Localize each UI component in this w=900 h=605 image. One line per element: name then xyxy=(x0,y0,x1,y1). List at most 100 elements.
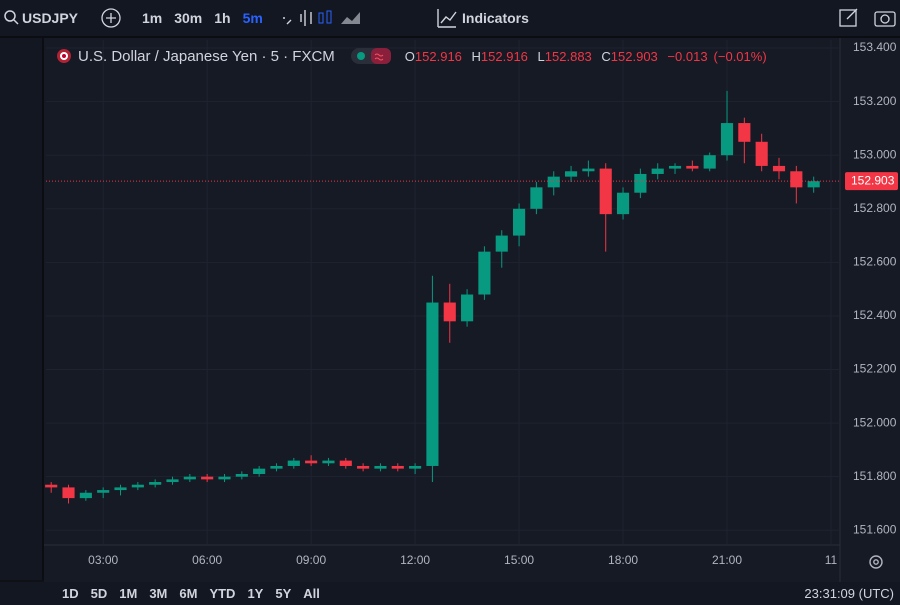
y-tick-label: 152.000 xyxy=(853,415,897,429)
high-label: H xyxy=(471,48,481,64)
range-button[interactable]: 1D xyxy=(62,586,79,601)
close-label: C xyxy=(601,48,611,64)
candle-body xyxy=(686,165,699,169)
last-price-box xyxy=(845,172,898,191)
range-button[interactable]: 1M xyxy=(119,586,138,601)
candle-body xyxy=(166,479,179,483)
y-tick-label: 153.200 xyxy=(853,94,897,108)
x-tick-label: 06:00 xyxy=(192,553,222,567)
candle-body xyxy=(409,465,422,469)
legend: U.S. Dollar / Japanese Yen · 5 · FXCM O1… xyxy=(56,47,773,65)
candle-body xyxy=(62,487,75,499)
indicators-button[interactable]: Indicators xyxy=(462,10,529,26)
y-tick-label: 153.400 xyxy=(853,40,897,54)
add-symbol[interactable] xyxy=(100,7,122,29)
top-toolbar: USDJPY 1m 30m 1h 5m Indicators xyxy=(0,0,900,38)
candle-body xyxy=(357,465,370,469)
interval[interactable]: 5m xyxy=(242,10,263,26)
range-button[interactable]: 5D xyxy=(90,586,108,601)
candle-body xyxy=(374,465,387,469)
candle-body xyxy=(149,482,162,485)
candle-body xyxy=(235,474,248,477)
candle-body xyxy=(495,235,508,252)
market-status[interactable] xyxy=(350,47,391,65)
candle-body xyxy=(599,168,612,215)
symbol[interactable]: USDJPY xyxy=(22,10,79,26)
candle-body xyxy=(79,492,92,499)
indicators-icon xyxy=(437,9,457,28)
candle-body xyxy=(720,123,734,156)
x-tick-label: 21:00 xyxy=(712,553,742,567)
range-button[interactable]: 5Y xyxy=(275,586,292,601)
candle-body xyxy=(564,171,578,177)
open-value: 152.916 xyxy=(414,48,462,64)
x-tick-label: 11 xyxy=(825,553,838,567)
candle-body xyxy=(183,476,196,480)
low-label: L xyxy=(537,48,545,64)
candle-body xyxy=(305,460,318,464)
change-percent: (−0.01%) xyxy=(713,48,767,64)
range-button[interactable]: 1Y xyxy=(247,586,264,601)
candle-body xyxy=(651,168,664,174)
candle-body xyxy=(772,165,786,172)
candle-body xyxy=(530,187,543,209)
candle-body xyxy=(547,176,560,188)
candle-body xyxy=(253,468,266,475)
candle-body xyxy=(668,165,682,169)
candle-body xyxy=(582,168,595,172)
range-button[interactable]: 3M xyxy=(149,586,168,601)
screenshot-icon[interactable] xyxy=(874,7,896,29)
candle-body xyxy=(478,251,491,295)
candle-body xyxy=(131,484,144,488)
low-value: 152.883 xyxy=(544,48,592,64)
chart-type-icons[interactable] xyxy=(282,6,373,30)
fullscreen-icon[interactable] xyxy=(838,7,860,29)
range-button[interactable]: All xyxy=(303,586,320,601)
clock: 23:31:09 (UTC) xyxy=(804,586,894,601)
y-tick-label: 152.600 xyxy=(853,255,897,269)
candle-body xyxy=(218,476,231,480)
x-tick-label: 18:00 xyxy=(608,553,638,567)
candle-body xyxy=(755,141,768,166)
last-price-label: 152.903 xyxy=(851,173,895,187)
ranges: 1D 5D 1M 3M 6M YTD 1Y 5Y All xyxy=(56,586,326,601)
flag-icon xyxy=(57,49,71,63)
legend-title[interactable]: U.S. Dollar / Japanese Yen · 5 · FXCM xyxy=(78,47,335,65)
y-tick-label: 152.200 xyxy=(853,362,897,376)
settings-icon[interactable] xyxy=(869,555,883,569)
change-value: −0.013 xyxy=(667,48,708,64)
search-icon[interactable] xyxy=(4,10,20,26)
intervals: 1m 30m 1h 5m xyxy=(136,10,269,26)
candle-body xyxy=(443,302,456,322)
y-tick-label: 152.800 xyxy=(853,201,897,215)
y-tick-label: 153.000 xyxy=(853,147,897,161)
candle-body xyxy=(97,490,110,493)
candle-body xyxy=(45,484,58,488)
candle-body xyxy=(201,476,214,480)
candle-body xyxy=(287,460,300,466)
interval[interactable]: 30m xyxy=(174,10,203,26)
x-tick-label: 09:00 xyxy=(296,553,326,567)
interval[interactable]: 1h xyxy=(214,10,231,26)
candle-body xyxy=(513,208,526,236)
candle-body xyxy=(738,123,751,142)
range-button[interactable]: 6M xyxy=(179,586,198,601)
y-tick-label: 151.800 xyxy=(853,469,897,483)
range-button[interactable]: YTD xyxy=(209,586,236,601)
candle-body xyxy=(322,460,335,464)
candle-body xyxy=(391,465,404,469)
close-value: 152.903 xyxy=(610,48,658,64)
open-label: O xyxy=(404,48,415,64)
bottom-toolbar: 1D 5D 1M 3M 6M YTD 1Y 5Y All 23:31:09 (UTC) xyxy=(0,582,900,605)
plot: 151.600 151.800 152.000 152.200 152.400 152.6… xyxy=(45,40,898,567)
candle-body xyxy=(703,155,716,169)
candle-body xyxy=(114,487,127,491)
interval[interactable]: 1m xyxy=(142,10,163,26)
candle-body xyxy=(270,465,283,469)
y-tick-label: 151.600 xyxy=(853,522,897,536)
candle-body xyxy=(426,302,439,466)
y-tick-label: 152.400 xyxy=(853,308,897,322)
candle-body xyxy=(790,171,803,188)
